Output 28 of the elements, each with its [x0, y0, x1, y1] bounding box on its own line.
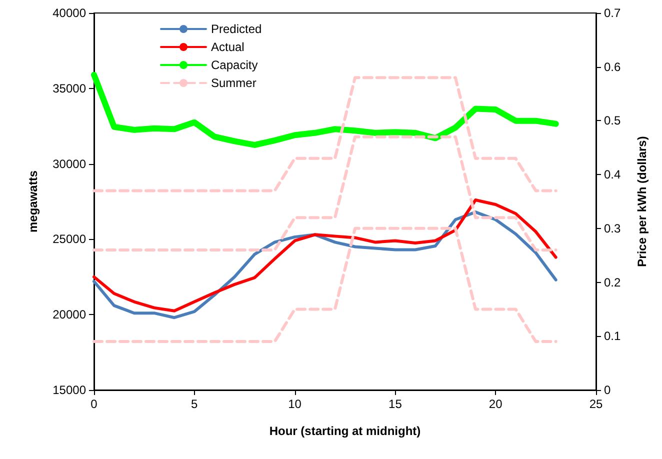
legend-label: Capacity — [211, 58, 258, 72]
y-tick-label: 35000 — [52, 81, 86, 96]
y2-tick-label: 0.6 — [604, 60, 622, 74]
legend-label: Summer — [211, 76, 256, 90]
y-tick-label: 15000 — [52, 383, 86, 397]
y2-tick-label: 0.3 — [604, 221, 622, 236]
y-tick-label: 30000 — [52, 156, 86, 171]
x-tick-label: 15 — [388, 397, 402, 411]
y2-tick-label: 0.1 — [604, 329, 622, 344]
y2-axis-title: Price per kWh (dollars) — [635, 136, 649, 267]
legend-label: Predicted — [211, 22, 262, 36]
x-tick-label: 20 — [488, 397, 503, 411]
y-tick-label: 25000 — [52, 232, 86, 246]
x-tick-label: 25 — [589, 397, 603, 411]
x-tick-label: 0 — [90, 397, 98, 411]
y2-tick-label: 0.7 — [604, 6, 622, 20]
y2-tick-label: 0.4 — [604, 168, 622, 182]
line-series — [92, 198, 558, 312]
y-axis-title: megawatts — [26, 170, 40, 233]
x-axis-title: Hour (starting at midnight) — [269, 424, 421, 438]
x-tick-label: 5 — [191, 397, 198, 411]
y2-tick-label: 0 — [604, 383, 611, 397]
y2-tick-label: 0.5 — [604, 114, 622, 128]
y-tick-label: 20000 — [52, 308, 86, 322]
y-tick-label: 40000 — [52, 6, 86, 20]
x-tick-label: 10 — [288, 397, 302, 411]
y2-tick-label: 0.2 — [604, 275, 622, 290]
legend-label: Actual — [211, 40, 244, 54]
